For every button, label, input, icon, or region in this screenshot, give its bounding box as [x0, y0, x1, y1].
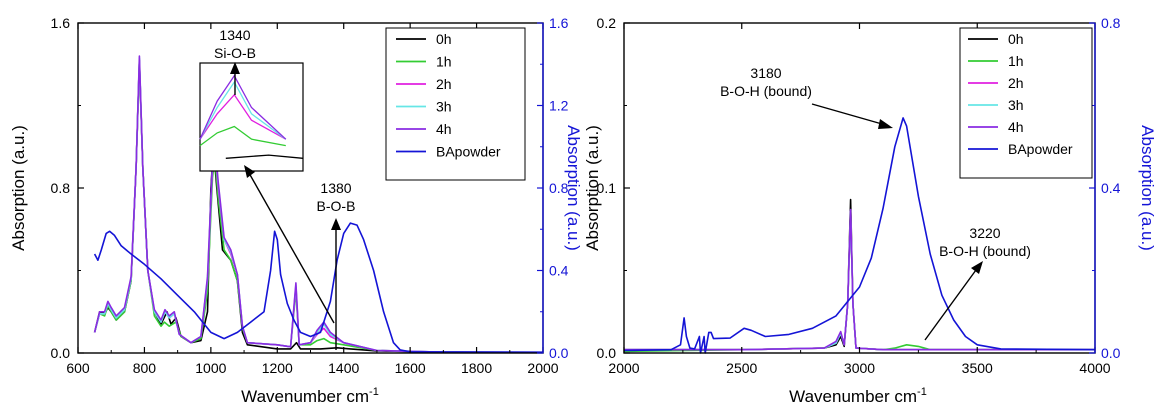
right-series-group: [623, 117, 1096, 354]
y-tick-label: 0.8: [51, 180, 71, 196]
annotation-3180-label: B-O-H (bound): [720, 83, 812, 99]
right-y-axis-title: Absorption (a.u.): [583, 125, 602, 251]
legend-label-3h: 3h: [1008, 97, 1024, 113]
x-tick-label: 2500: [726, 360, 757, 376]
y-tick-label: 1.6: [51, 15, 71, 31]
annotation-1340-number: 1340: [219, 27, 250, 43]
annotation-1340-leader-head: [244, 165, 255, 178]
series-line-4h: [93, 55, 544, 354]
left-x-ticks: 600 800 1000 1200 1400 1600 1800 2000: [66, 23, 559, 376]
legend-label-1h: 1h: [1008, 53, 1024, 69]
right-legend-frame: [959, 27, 1093, 179]
legend-label-0h: 0h: [1008, 31, 1024, 47]
x-tick-label: 3500: [962, 360, 993, 376]
annotation-1380-label: B-O-B: [317, 198, 356, 214]
y-tick-label: 0.0: [51, 345, 71, 361]
series-line-3h: [624, 210, 1095, 351]
annotation-3220-label: B-O-H (bound): [939, 243, 1031, 259]
annotation-1340-arrowhead: [230, 62, 240, 74]
annotation-3220-arrowhead: [971, 261, 983, 274]
right-x-axis-title-sup: -1: [917, 386, 927, 398]
x-tick-label: 2000: [608, 360, 639, 376]
chart-left: 600 800 1000 1200 1400 1600 1800 2000 0.0 0.8 1.6…: [9, 15, 583, 406]
x-tick-label: 1600: [395, 360, 426, 376]
right-y2-axis-title: Absorption (a.u.): [1138, 125, 1156, 251]
legend-label-4h: 4h: [1008, 119, 1024, 135]
x-tick-label: 2000: [527, 360, 558, 376]
left-annotation-1340: 1340 Si-O-B: [214, 27, 335, 324]
legend-label-2h: 2h: [1008, 75, 1024, 91]
left-y-ticks: 0.0 0.8 1.6: [51, 15, 84, 361]
y2-tick-label: 0.4: [1101, 180, 1121, 196]
left-x-axis-title: Wavenumber cm-1: [241, 386, 379, 406]
inset-line-0h: [225, 154, 304, 159]
x-tick-label: 1800: [461, 360, 492, 376]
y2-tick-label: 1.6: [549, 15, 569, 31]
right-y-ticks: 0.0 0.1 0.2: [597, 15, 630, 361]
annotation-3180-arrowhead: [878, 119, 893, 129]
left-series-group: [93, 55, 544, 354]
annotation-1380-arrowhead: [331, 218, 341, 230]
y2-tick-label: 0.8: [549, 180, 569, 196]
x-tick-label: 4000: [1079, 360, 1110, 376]
y2-tick-label: 0.0: [1101, 345, 1121, 361]
annotation-3220-number: 3220: [969, 225, 1000, 241]
x-tick-label: 1400: [328, 360, 359, 376]
x-tick-label: 800: [133, 360, 157, 376]
annotation-3220-arrow: [924, 269, 977, 341]
inset-line-1h: [199, 125, 286, 147]
legend-label-0h: 0h: [436, 31, 452, 47]
legend-label-2h: 2h: [436, 76, 452, 92]
series-line-bapowder: [93, 222, 544, 353]
annotation-3180-number: 3180: [750, 65, 781, 81]
y2-tick-label: 1.2: [549, 98, 569, 114]
legend-label-3h: 3h: [436, 99, 452, 115]
y2-tick-label: 0.0: [549, 345, 569, 361]
right-y2-ticks: 0.0 0.4 0.8: [1089, 15, 1121, 361]
series-line-2h: [624, 210, 1095, 351]
annotation-3180-arrow: [811, 103, 883, 125]
x-tick-label: 600: [66, 360, 90, 376]
legend-label-bapowder: BApowder: [436, 144, 501, 160]
y-tick-label: 0.2: [597, 15, 617, 31]
series-line-4h: [624, 208, 1095, 351]
left-y2-axis-title: Absorption (a.u.): [564, 125, 583, 251]
y2-tick-label: 0.8: [1101, 15, 1121, 31]
series-line-bapowder: [623, 117, 1096, 354]
series-line-1h: [623, 212, 1095, 353]
y-tick-label: 0.0: [597, 345, 617, 361]
left-x-axis-title-text: Wavenumber cm: [241, 387, 369, 406]
left-inset: [199, 62, 304, 172]
y2-tick-label: 0.4: [549, 263, 569, 279]
annotation-1380-number: 1380: [320, 180, 351, 196]
left-legend: 0h 1h 2h 3h 4h BApowder: [385, 27, 526, 181]
right-x-axis-title-text: Wavenumber cm: [789, 387, 917, 406]
left-y-axis-title: Absorption (a.u.): [9, 125, 28, 251]
annotation-1340-leader: [248, 172, 335, 324]
x-tick-label: 1200: [262, 360, 293, 376]
chart-right: 2000 2500 3000 3500 4000 0.0 0.1 0.2 0.0 0.4 0.8…: [583, 15, 1156, 406]
legend-label-bapowder: BApowder: [1008, 141, 1073, 157]
right-legend-items: 0h 1h 2h 3h 4h BApowder: [968, 31, 1073, 157]
series-line-0h: [624, 198, 1095, 351]
legend-label-1h: 1h: [436, 54, 452, 70]
annotation-1340-label: Si-O-B: [214, 45, 256, 61]
left-legend-items: 0h 1h 2h 3h 4h BApowder: [396, 31, 501, 160]
right-annotation-3180: 3180 B-O-H (bound): [720, 65, 893, 129]
left-y2-ticks: 0.0 0.4 0.8 1.2 1.6: [537, 15, 569, 361]
legend-label-4h: 4h: [436, 121, 452, 137]
left-x-axis-title-sup: -1: [369, 386, 379, 398]
right-x-axis-title: Wavenumber cm-1: [789, 386, 927, 406]
right-x-ticks: 2000 2500 3000 3500 4000: [608, 23, 1111, 376]
left-legend-frame: [385, 27, 526, 181]
right-legend: 0h 1h 2h 3h 4h BApowder: [959, 27, 1093, 179]
right-annotation-3220: 3220 B-O-H (bound): [924, 225, 1031, 341]
x-tick-label: 1000: [195, 360, 226, 376]
left-annotation-1380: 1380 B-O-B: [317, 180, 356, 350]
x-tick-label: 3000: [844, 360, 875, 376]
y-tick-label: 0.1: [597, 180, 617, 196]
